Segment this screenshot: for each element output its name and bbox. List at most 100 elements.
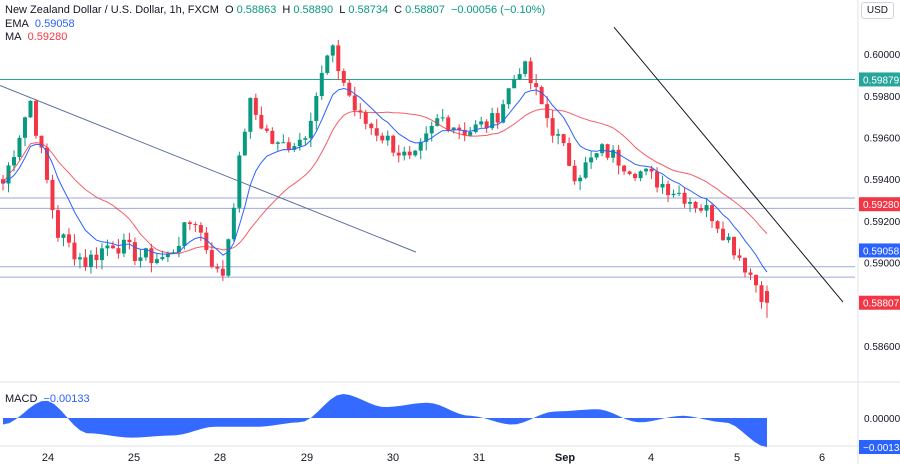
candle-body bbox=[132, 242, 137, 261]
candle-body bbox=[765, 291, 769, 303]
ma-label: MA bbox=[5, 31, 22, 43]
candle-body bbox=[407, 151, 412, 156]
ma-value: 0.59280 bbox=[27, 31, 68, 43]
candle-body bbox=[583, 162, 588, 178]
candle-body bbox=[688, 201, 693, 204]
price-label-text: 0.59280 bbox=[863, 200, 900, 211]
price-tick-label: 0.59600 bbox=[864, 134, 900, 145]
symbol-title[interactable]: New Zealand Dollar / U.S. Dollar, 1h, FX… bbox=[5, 4, 219, 16]
trendline-1 bbox=[0, 85, 417, 253]
candle-body bbox=[160, 257, 165, 260]
ema-legend[interactable]: EMA 0.59058 bbox=[5, 18, 78, 30]
candle-body bbox=[446, 117, 451, 131]
candle-body bbox=[61, 234, 66, 238]
candle-body bbox=[116, 248, 121, 254]
candle-body bbox=[539, 87, 544, 105]
candle-body bbox=[198, 225, 203, 233]
candle-body bbox=[660, 183, 665, 188]
chart-legend: New Zealand Dollar / U.S. Dollar, 1h, FX… bbox=[5, 4, 548, 16]
candle-body bbox=[693, 201, 698, 209]
candle-body bbox=[165, 253, 170, 258]
candle-body bbox=[358, 110, 363, 113]
candle-body bbox=[28, 100, 33, 118]
candle-body bbox=[193, 224, 198, 226]
ema-label: EMA bbox=[5, 18, 29, 30]
candle-body bbox=[484, 121, 489, 129]
candle-body bbox=[572, 165, 577, 182]
candle-body bbox=[11, 157, 16, 166]
open-label: O bbox=[225, 4, 234, 16]
candle-body bbox=[33, 100, 38, 136]
low-value: 0.58734 bbox=[348, 4, 389, 16]
candle-body bbox=[105, 245, 110, 249]
macd-legend[interactable]: MACD −0.00133 bbox=[5, 393, 93, 405]
candle-body bbox=[347, 82, 352, 96]
ma-legend[interactable]: MA 0.59280 bbox=[5, 31, 70, 43]
candle-body bbox=[330, 45, 335, 56]
candle-body bbox=[363, 112, 368, 124]
candle-body bbox=[627, 171, 632, 174]
candle-body bbox=[743, 257, 748, 273]
candle-body bbox=[336, 45, 341, 72]
close-label: C bbox=[394, 4, 403, 16]
candle-body bbox=[220, 268, 225, 276]
price-tick-label: 0.60000 bbox=[864, 50, 900, 61]
candle-body bbox=[490, 113, 495, 129]
ma-line bbox=[2, 108, 768, 255]
candle-body bbox=[633, 173, 638, 179]
candle-body bbox=[50, 179, 55, 211]
macd-label-text: −0.00133 bbox=[863, 443, 900, 454]
candle-body bbox=[732, 236, 737, 256]
candle-body bbox=[352, 95, 357, 111]
candle-body bbox=[616, 149, 621, 166]
candle-body bbox=[171, 252, 176, 254]
candle-body bbox=[209, 250, 214, 267]
candle-body bbox=[253, 97, 258, 115]
candle-body bbox=[248, 97, 253, 132]
candle-body bbox=[264, 128, 269, 131]
candle-body bbox=[110, 245, 115, 249]
candle-body bbox=[479, 121, 484, 125]
candle-body bbox=[418, 141, 423, 151]
candle-body bbox=[138, 257, 143, 261]
candle-body bbox=[275, 142, 280, 144]
close-value: 0.58807 bbox=[405, 4, 445, 16]
candle-body bbox=[710, 205, 715, 222]
candle-body bbox=[66, 234, 71, 243]
candle-body bbox=[380, 135, 385, 141]
candle-body bbox=[154, 259, 159, 264]
time-tick-label: 28 bbox=[214, 452, 226, 464]
candle-body bbox=[94, 254, 99, 261]
candle-body bbox=[435, 118, 440, 126]
candle-body bbox=[17, 137, 22, 158]
candle-body bbox=[237, 155, 242, 208]
candle-body bbox=[297, 139, 302, 147]
candle-body bbox=[83, 257, 88, 268]
time-tick-label: 5 bbox=[734, 452, 740, 464]
candle-body bbox=[319, 72, 324, 97]
candle-body bbox=[677, 192, 682, 194]
time-tick-label: 31 bbox=[473, 452, 485, 464]
candle-body bbox=[99, 248, 104, 261]
macd-value: −0.00133 bbox=[43, 393, 90, 405]
candle-body bbox=[182, 222, 187, 246]
candle-body bbox=[561, 134, 566, 144]
high-label: H bbox=[282, 4, 291, 16]
price-label-text: 0.59058 bbox=[863, 246, 900, 257]
candle-body bbox=[314, 96, 319, 121]
candle-body bbox=[649, 168, 654, 172]
candle-body bbox=[534, 83, 539, 88]
candle-body bbox=[385, 135, 390, 141]
candle-body bbox=[748, 272, 753, 275]
time-tick-label: 30 bbox=[387, 452, 399, 464]
macd-label: MACD bbox=[5, 393, 38, 405]
candle-body bbox=[589, 157, 594, 163]
candle-body bbox=[39, 135, 44, 148]
candle-body bbox=[149, 248, 154, 264]
candle-body bbox=[517, 74, 522, 80]
candle-body bbox=[88, 254, 93, 268]
price-label-tag bbox=[859, 197, 900, 212]
currency-button[interactable]: USD bbox=[860, 2, 894, 19]
candle-body bbox=[545, 104, 550, 119]
open-value: 0.58863 bbox=[236, 4, 277, 16]
